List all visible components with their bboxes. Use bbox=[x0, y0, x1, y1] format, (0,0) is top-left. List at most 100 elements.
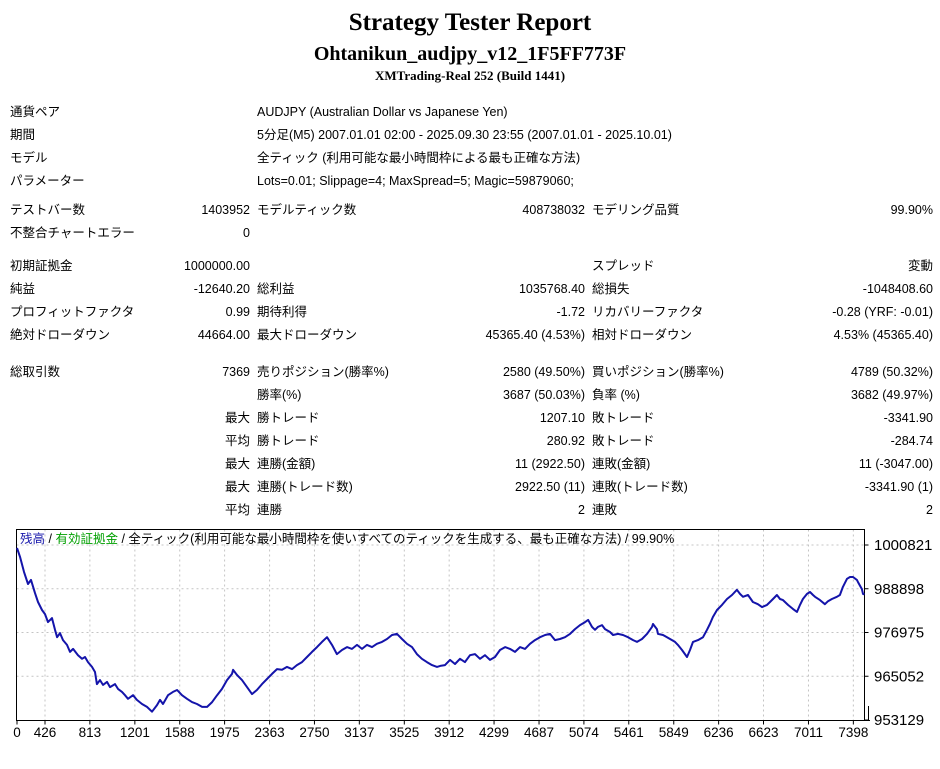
x-axis-label: 813 bbox=[79, 725, 102, 740]
report-cell: 連勝 bbox=[257, 503, 283, 517]
report-cell: 変動 bbox=[907, 259, 933, 273]
report-cell: -12640.20 bbox=[193, 282, 250, 296]
x-axis-label: 5461 bbox=[614, 725, 644, 740]
report-cell: 純益 bbox=[10, 282, 36, 296]
report-cell: 最大 bbox=[224, 457, 250, 471]
report-cell: 0.99 bbox=[225, 305, 250, 319]
report-cell: 総取引数 bbox=[10, 365, 61, 379]
report-cell: 280.92 bbox=[546, 434, 585, 448]
report-cell bbox=[802, 222, 933, 245]
report-table: 通貨ペア AUDJPY (Australian Dollar vs Japanes… bbox=[0, 101, 940, 522]
report-row: 通貨ペア AUDJPY (Australian Dollar vs Japanes… bbox=[0, 101, 940, 124]
x-axis-label: 5074 bbox=[569, 725, 600, 740]
report-row: モデル 全ティック (利用可能な最小時間枠による最も正確な方法) bbox=[0, 147, 940, 170]
report-cell: 1000000.00 bbox=[183, 259, 250, 273]
report-cell: パラメーター bbox=[10, 174, 85, 188]
report-title: Strategy Tester Report bbox=[348, 9, 592, 36]
report-cell: 2922.50 (11) bbox=[515, 480, 585, 494]
report-cell: 11 (2922.50) bbox=[515, 457, 585, 471]
report-cell: -1048408.60 bbox=[862, 282, 933, 296]
report-row: 初期証拠金 1000000.00 スプレッド 変動 bbox=[0, 255, 940, 278]
x-axis-label: 1201 bbox=[120, 725, 150, 740]
report-cell bbox=[140, 384, 250, 407]
report-cell bbox=[10, 499, 140, 522]
model-legend-label: 全ティック(利用可能な最小時間枠を使いすべてのティックを生成する、最も正確な方法… bbox=[128, 532, 622, 546]
x-axis-label: 426 bbox=[34, 725, 57, 740]
report-cell: モデルティック数 bbox=[257, 203, 357, 217]
report-cell: -284.74 bbox=[890, 434, 933, 448]
report-cell: 4789 (50.32%) bbox=[850, 365, 933, 379]
report-row: 勝率(%) 3687 (50.03%) 負率 (%) 3682 (49.97%) bbox=[0, 384, 940, 407]
equity-legend-label: 有効証拠金 bbox=[55, 532, 118, 546]
x-axis-label: 3137 bbox=[344, 725, 374, 740]
report-cell: 初期証拠金 bbox=[10, 259, 73, 273]
x-axis-label: 0 bbox=[13, 725, 21, 740]
report-cell: 連勝(金額) bbox=[257, 457, 316, 471]
report-cell: スプレッド bbox=[592, 259, 655, 273]
report-cell: リカバリーファクタ bbox=[592, 305, 704, 319]
chart-legend: 残高 / 有効証拠金 / 全ティック(利用可能な最小時間枠を使いすべてのティック… bbox=[20, 531, 674, 547]
report-cell bbox=[250, 255, 472, 278]
report-cell: 2 bbox=[926, 503, 933, 517]
y-axis-label: 953129 bbox=[874, 712, 924, 729]
quality-legend-label: 99.90% bbox=[631, 532, 675, 546]
report-cell: 敗トレード bbox=[592, 411, 655, 425]
legend-separator: / bbox=[48, 532, 56, 546]
report-cell bbox=[10, 407, 140, 430]
report-ea-name: Ohtanikun_audjpy_v12_1F5FF773F bbox=[313, 43, 627, 65]
report-cell: 3687 (50.03%) bbox=[502, 388, 585, 402]
report-cell: 勝トレード bbox=[257, 411, 320, 425]
legend-separator: / bbox=[624, 532, 632, 546]
report-cell: 連敗(金額) bbox=[592, 457, 651, 471]
report-cell: 平均 bbox=[224, 434, 250, 448]
x-axis-label: 3912 bbox=[434, 725, 464, 740]
report-cell: -0.28 (YRF: -0.01) bbox=[832, 305, 933, 319]
report-cell: 期待利得 bbox=[257, 305, 308, 319]
report-cell bbox=[10, 453, 140, 476]
report-cell: 最大ドローダウン bbox=[257, 328, 358, 342]
report-cell: プロフィットファクタ bbox=[10, 305, 135, 319]
x-axis-label: 7398 bbox=[838, 725, 868, 740]
balance-curve bbox=[16, 547, 865, 713]
report-cell: 勝率(%) bbox=[257, 388, 302, 402]
report-cell bbox=[10, 430, 140, 453]
report-row: 期間 5分足(M5) 2007.01.01 02:00 - 2025.09.30 … bbox=[0, 124, 940, 147]
report-cell: 連敗 bbox=[592, 503, 618, 517]
report-cell: Lots=0.01; Slippage=4; MaxSpread=5; Magi… bbox=[257, 174, 574, 188]
report-row: 最大 勝トレード 1207.10 敗トレード -3341.90 bbox=[0, 407, 940, 430]
report-cell: 不整合チャートエラー bbox=[10, 226, 135, 240]
report-cell bbox=[250, 222, 472, 245]
report-cell: 4.53% (45365.40) bbox=[833, 328, 933, 342]
report-cell: 0 bbox=[243, 226, 250, 240]
equity-chart: 0 426 813 1201 1588 1975 2363 2750 3137 3525 3912 4… bbox=[0, 528, 940, 753]
report-cell: 絶対ドローダウン bbox=[10, 328, 111, 342]
report-cell: 敗トレード bbox=[592, 434, 655, 448]
report-cell: AUDJPY (Australian Dollar vs Japanese Ye… bbox=[257, 105, 508, 119]
report-row: 純益 -12640.20 総利益 1035768.40 総損失 -1048408.60 bbox=[0, 278, 940, 301]
report-row: テストバー数 1403952 モデルティック数 408738032 モデリング品質 99.… bbox=[0, 199, 940, 222]
report-cell: モデル bbox=[10, 151, 48, 165]
report-cell bbox=[472, 255, 585, 278]
legend-separator: / bbox=[121, 532, 129, 546]
report-section: テストバー数 1403952 モデルティック数 408738032 モデリング品質 99.… bbox=[0, 199, 940, 245]
report-cell bbox=[10, 476, 140, 499]
x-axis-label: 2750 bbox=[299, 725, 329, 740]
x-axis-label: 3525 bbox=[389, 725, 419, 740]
report-cell bbox=[585, 222, 802, 245]
report-cell: 2 bbox=[578, 503, 585, 517]
report-cell: 3682 (49.97%) bbox=[850, 388, 933, 402]
report-cell: 通貨ペア bbox=[10, 105, 61, 119]
balance-legend-label: 残高 bbox=[20, 532, 46, 546]
plot-frame bbox=[16, 529, 865, 721]
report-cell: 連勝(トレード数) bbox=[257, 480, 353, 494]
x-axis-label: 6623 bbox=[748, 725, 778, 740]
report-row: 最大 連勝(金額) 11 (2922.50) 連敗(金額) 11 (-3047.00) bbox=[0, 453, 940, 476]
equity-chart-canvas: 0 426 813 1201 1588 1975 2363 2750 3137 3525 3912 4… bbox=[13, 529, 932, 740]
report-cell: モデリング品質 bbox=[592, 203, 680, 217]
x-axis-label: 5849 bbox=[659, 725, 689, 740]
x-axis-label: 4299 bbox=[479, 725, 509, 740]
y-axis-label: 976975 bbox=[874, 625, 924, 642]
report-cell: 期間 bbox=[10, 128, 36, 142]
report-cell: 売りポジション(勝率%) bbox=[257, 365, 389, 379]
report-cell: 負率 (%) bbox=[592, 388, 640, 402]
